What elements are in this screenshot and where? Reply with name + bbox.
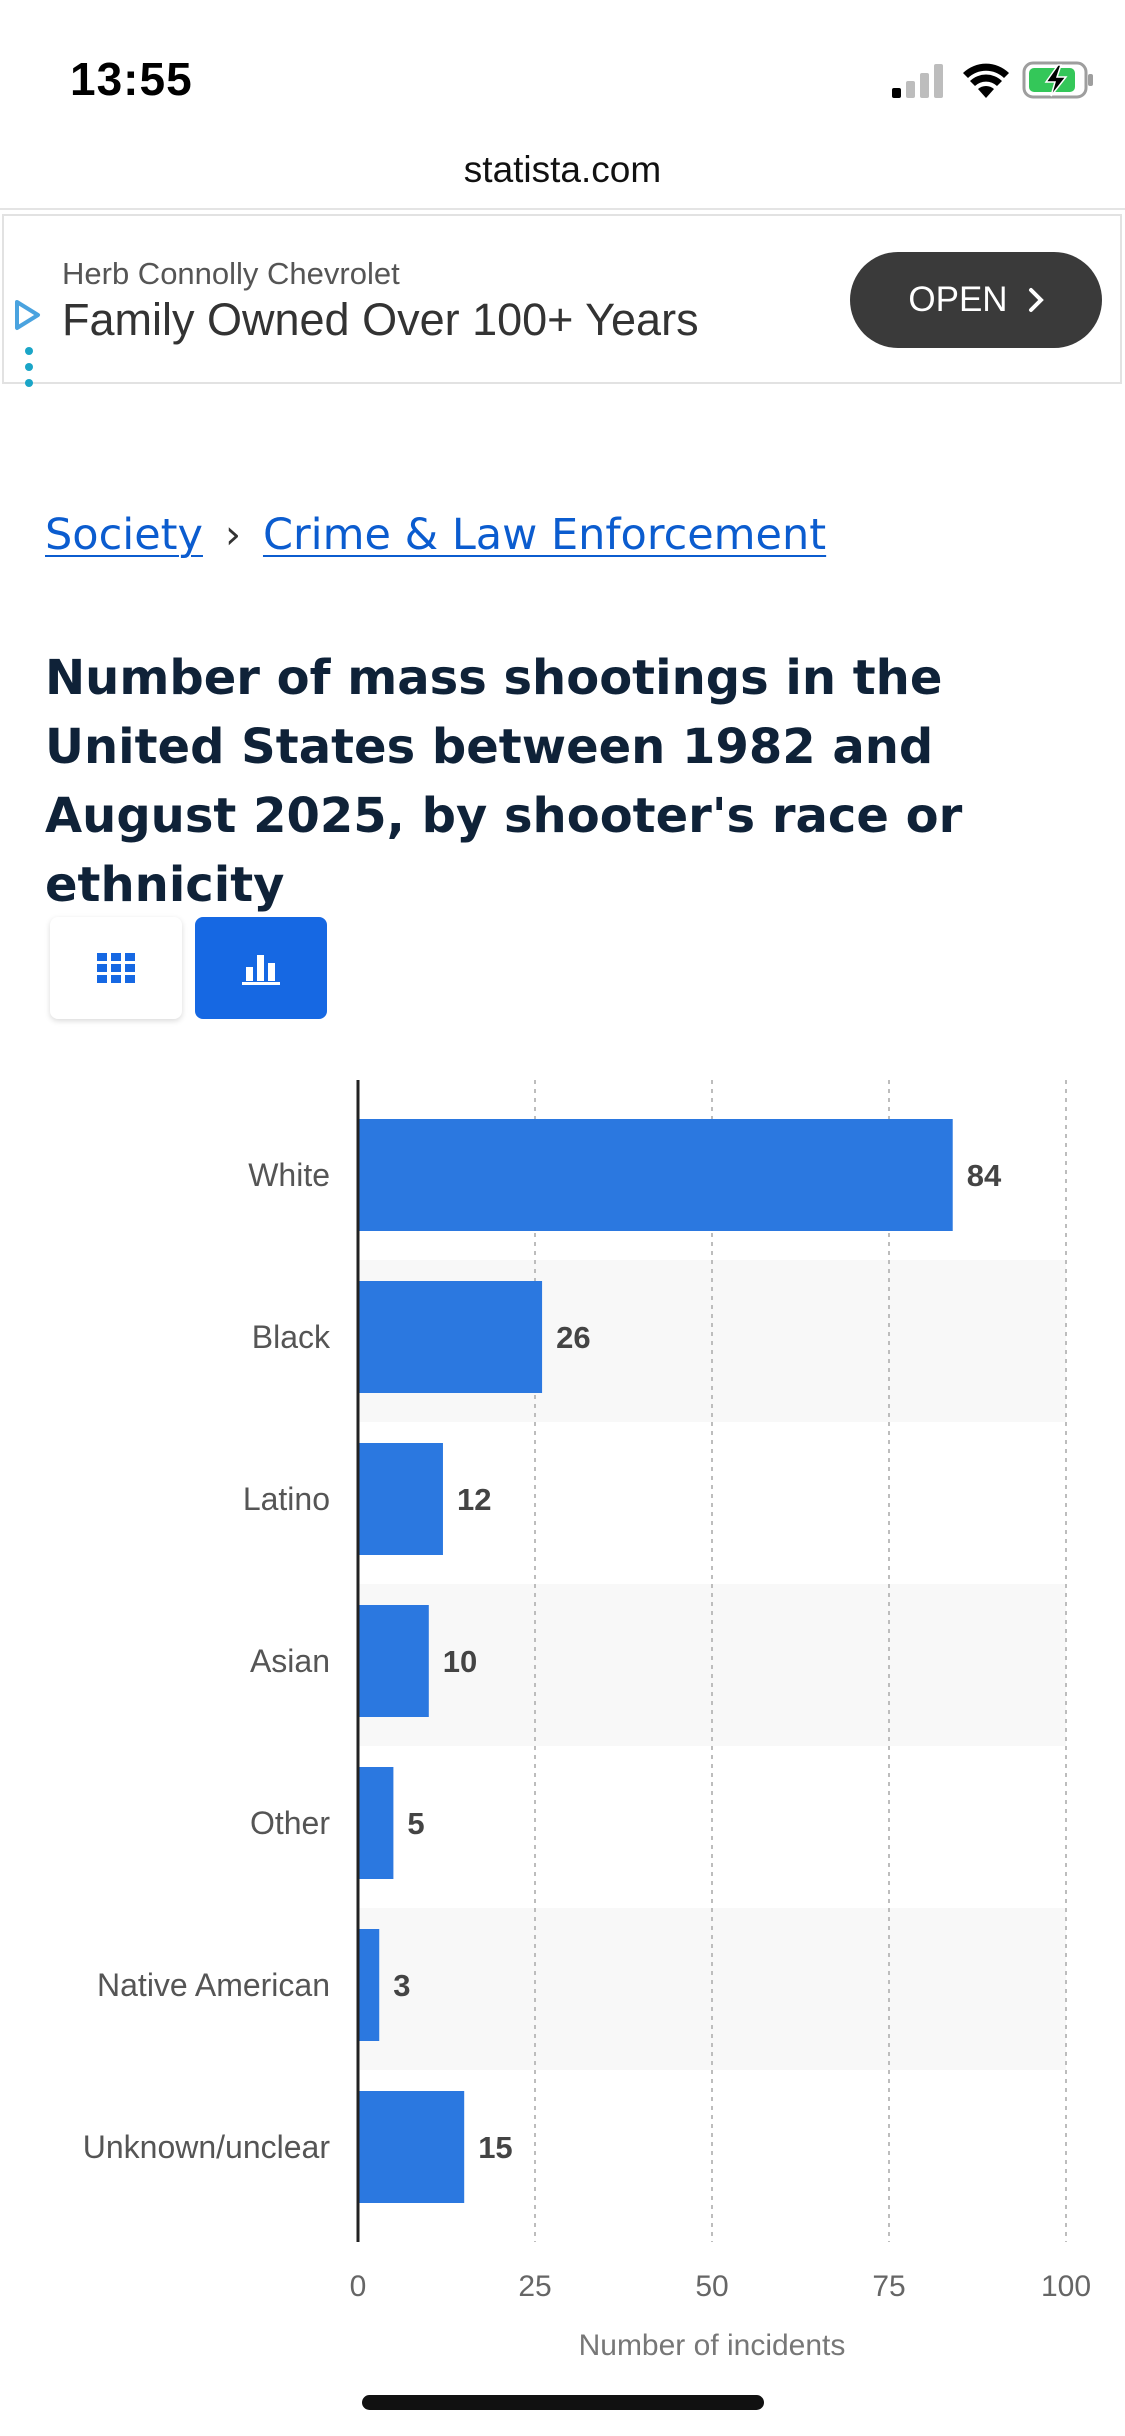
category-label: Asian	[250, 1643, 330, 1679]
divider	[0, 208, 1125, 210]
bar-black	[358, 1281, 543, 1393]
ad-banner[interactable]: Herb Connolly Chevrolet Family Owned Ove…	[2, 214, 1122, 387]
table-view-button[interactable]	[50, 917, 182, 1019]
value-label: 5	[407, 1806, 424, 1841]
cellular-signal-icon	[892, 64, 943, 98]
bar-other	[358, 1767, 394, 1879]
ad-advertiser: Herb Connolly Chevrolet	[62, 256, 400, 291]
breadcrumb-separator: ›	[224, 512, 241, 558]
value-label: 15	[478, 2130, 512, 2165]
x-tick-label: 25	[518, 2270, 551, 2303]
category-label: Latino	[243, 1481, 330, 1517]
breadcrumb-society[interactable]: Society	[45, 510, 203, 560]
bar-unknown-unclear	[358, 2091, 465, 2203]
value-label: 3	[393, 1968, 410, 2003]
chevron-right-icon	[1028, 288, 1044, 312]
x-tick-label: 0	[350, 2270, 367, 2303]
ad-open-button[interactable]: OPEN	[850, 252, 1102, 348]
value-label: 84	[967, 1158, 1002, 1193]
x-tick-label: 75	[872, 2270, 905, 2303]
page-title: Number of mass shootings in the United S…	[45, 650, 963, 913]
bar-native-american	[358, 1929, 380, 2041]
breadcrumb-crime-law[interactable]: Crime & Law Enforcement	[262, 510, 827, 560]
wifi-icon	[963, 63, 1009, 98]
category-label: Native American	[97, 1967, 330, 2003]
value-label: 12	[457, 1482, 491, 1517]
status-time: 13:55	[70, 53, 193, 105]
x-axis-title: Number of incidents	[579, 2329, 846, 2362]
bar-asian	[358, 1605, 429, 1717]
bar-chart: White 84 Black 26 Latino 12 Asian 10 Other 5 Nativ…	[83, 1080, 1091, 2362]
value-label: 26	[556, 1320, 590, 1355]
adchoices-icon[interactable]	[12, 298, 42, 332]
category-label: Black	[252, 1319, 331, 1355]
bar-white	[358, 1119, 953, 1231]
category-label: Unknown/unclear	[83, 2129, 331, 2165]
chart-view-button[interactable]	[195, 917, 327, 1019]
category-label: White	[248, 1157, 330, 1193]
address-bar[interactable]: statista.com	[0, 140, 1125, 210]
ad-headline[interactable]: Family Owned Over 100+ Years	[62, 294, 699, 345]
url-text: statista.com	[463, 149, 662, 190]
breadcrumb: Society › Crime & Law Enforcement	[45, 510, 826, 560]
more-options-icon[interactable]	[24, 346, 34, 388]
category-label: Other	[250, 1805, 330, 1841]
x-tick-label: 100	[1041, 2270, 1091, 2303]
x-tick-label: 50	[695, 2270, 728, 2303]
grid-icon	[97, 953, 135, 983]
value-label: 10	[443, 1644, 477, 1679]
home-indicator	[362, 2395, 764, 2410]
battery-charging-icon	[1022, 61, 1093, 99]
bar-chart-icon	[242, 955, 280, 985]
ad-open-label: OPEN	[908, 280, 1008, 319]
status-bar: 13:55	[0, 0, 1125, 150]
bar-latino	[358, 1443, 443, 1555]
